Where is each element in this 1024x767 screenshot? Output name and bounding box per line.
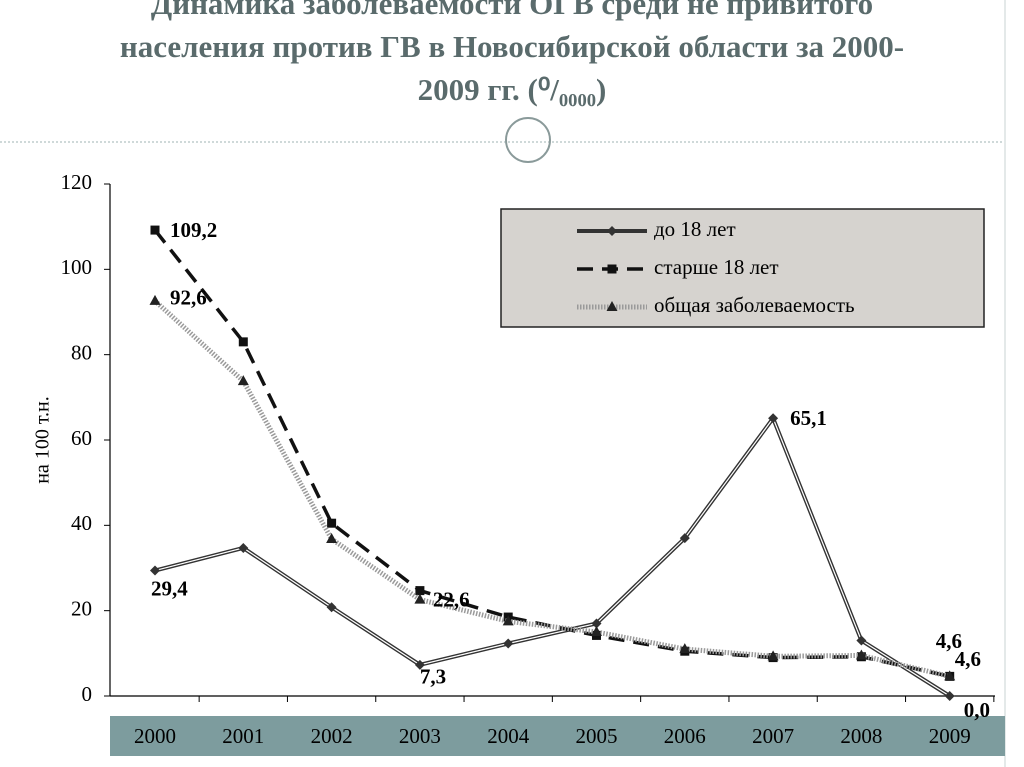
data-point xyxy=(944,691,955,701)
y-axis-label: на 100 т.н. xyxy=(32,396,54,484)
data-label: 109,2 xyxy=(170,218,217,242)
data-point xyxy=(327,518,337,528)
data-point xyxy=(679,533,690,544)
y-tick-label: 100 xyxy=(61,255,93,279)
data-point xyxy=(414,659,425,670)
series-line xyxy=(153,228,951,679)
data-point xyxy=(150,565,160,576)
data-point xyxy=(502,615,514,626)
data-point xyxy=(855,649,867,660)
legend-label: старше 18 лет xyxy=(654,255,779,279)
legend-label: до 18 лет xyxy=(654,217,736,241)
y-tick-label: 0 xyxy=(82,682,93,706)
data-point xyxy=(238,337,248,347)
data-point xyxy=(856,635,867,646)
x-tick-label: 2001 xyxy=(222,724,264,748)
x-tick-label: 2002 xyxy=(311,724,353,748)
data-point xyxy=(591,626,602,636)
x-tick-label: 2006 xyxy=(664,724,706,748)
x-tick-label: 2008 xyxy=(840,724,882,748)
data-point xyxy=(150,225,160,235)
title-ornament xyxy=(505,117,551,163)
data-point xyxy=(503,638,514,649)
x-tick-label: 2003 xyxy=(399,724,441,748)
data-point xyxy=(326,602,337,613)
data-point xyxy=(326,532,338,543)
data-point xyxy=(415,586,425,596)
legend-marker xyxy=(607,226,617,236)
data-label: 0,0 xyxy=(964,698,990,722)
data-point xyxy=(414,593,426,604)
x-tick-label: 2009 xyxy=(929,724,971,748)
x-tick-label: 2007 xyxy=(752,724,794,748)
legend-marker xyxy=(607,264,617,274)
data-label: 7,3 xyxy=(420,665,446,689)
y-tick-label: 60 xyxy=(71,426,92,450)
y-tick-label: 80 xyxy=(71,340,92,364)
x-tick-label: 2005 xyxy=(576,724,618,748)
legend-marker xyxy=(606,301,618,311)
data-label: 92,6 xyxy=(170,286,207,310)
y-tick-label: 20 xyxy=(71,596,92,620)
data-point xyxy=(944,670,956,681)
legend-label: общая заболеваемость xyxy=(654,293,855,317)
data-point xyxy=(149,294,161,305)
category-band xyxy=(110,716,1005,756)
y-tick-label: 120 xyxy=(61,170,93,194)
chart-title: Динамика заболеваемости ОГВ среди не при… xyxy=(119,0,905,107)
data-label: 29,4 xyxy=(151,576,188,600)
y-tick-label: 40 xyxy=(71,511,92,535)
data-label: 65,1 xyxy=(790,406,827,430)
data-label: 22,6 xyxy=(433,587,470,611)
data-point xyxy=(768,413,779,424)
data-point xyxy=(238,542,249,553)
data-label: 4,6 xyxy=(936,629,962,653)
x-tick-label: 2004 xyxy=(487,724,530,748)
data-point xyxy=(679,643,691,654)
data-point xyxy=(237,375,249,386)
series-line xyxy=(153,299,951,679)
data-point xyxy=(767,650,779,661)
data-label: 4,6 xyxy=(955,647,981,671)
x-tick-label: 2000 xyxy=(134,724,176,748)
data-point xyxy=(591,618,602,629)
series-line-inner xyxy=(154,417,951,697)
